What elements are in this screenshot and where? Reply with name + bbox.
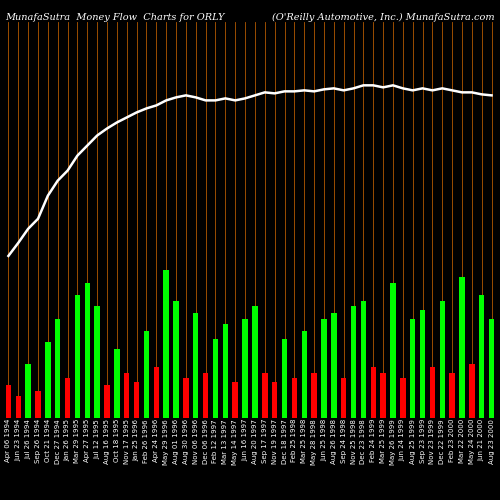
Bar <box>124 372 130 418</box>
Bar <box>460 278 464 418</box>
Bar <box>183 378 188 418</box>
Bar <box>292 378 297 418</box>
Bar <box>55 319 60 418</box>
Bar <box>469 364 474 418</box>
Bar <box>242 319 248 418</box>
Bar <box>410 319 416 418</box>
Bar <box>104 385 110 418</box>
Bar <box>16 396 21 417</box>
Text: MunafaSutra  Money Flow  Charts for ORLY: MunafaSutra Money Flow Charts for ORLY <box>5 12 224 22</box>
Bar <box>134 382 140 418</box>
Bar <box>26 364 31 418</box>
Bar <box>450 372 455 418</box>
Bar <box>84 283 90 418</box>
Bar <box>370 367 376 418</box>
Bar <box>94 306 100 418</box>
Bar <box>272 382 278 418</box>
Bar <box>262 372 268 418</box>
Bar <box>154 367 159 418</box>
Bar <box>174 301 179 418</box>
Bar <box>193 314 198 418</box>
Bar <box>282 338 287 417</box>
Bar <box>430 367 435 418</box>
Bar <box>390 283 396 418</box>
Bar <box>341 378 346 418</box>
Bar <box>479 296 484 418</box>
Bar <box>213 338 218 417</box>
Bar <box>36 390 41 417</box>
Bar <box>400 378 406 418</box>
Bar <box>144 332 149 418</box>
Bar <box>222 324 228 418</box>
Bar <box>360 301 366 418</box>
Bar <box>232 382 238 418</box>
Bar <box>65 378 70 418</box>
Bar <box>331 314 336 418</box>
Bar <box>203 372 208 418</box>
Bar <box>351 306 356 418</box>
Bar <box>114 350 119 418</box>
Bar <box>74 296 80 418</box>
Text: (O'Reilly Automotive, Inc.) MunafaSutra.com: (O'Reilly Automotive, Inc.) MunafaSutra.… <box>272 12 495 22</box>
Bar <box>321 319 326 418</box>
Bar <box>164 270 169 418</box>
Bar <box>302 332 307 418</box>
Bar <box>440 301 445 418</box>
Bar <box>420 310 426 418</box>
Bar <box>312 372 317 418</box>
Bar <box>252 306 258 418</box>
Bar <box>489 319 494 418</box>
Bar <box>380 372 386 418</box>
Bar <box>6 385 11 418</box>
Bar <box>45 342 51 417</box>
